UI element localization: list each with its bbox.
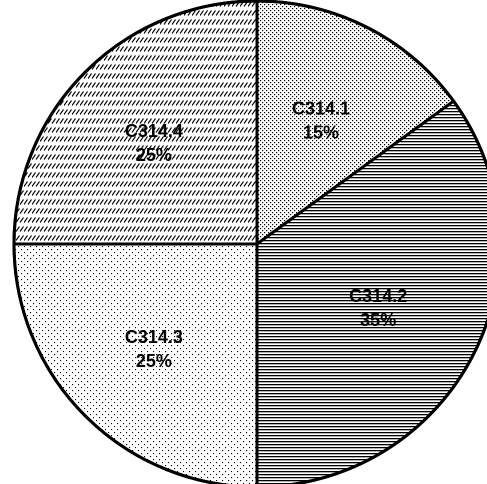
slice-value-label: 25% <box>136 145 172 165</box>
slice-value-label: 25% <box>136 351 172 371</box>
slice-category-label: C314.1 <box>292 98 350 118</box>
pie-outline <box>12 0 487 484</box>
slice-category-label: C314.2 <box>349 286 407 306</box>
slice-value-label: 15% <box>303 122 339 142</box>
slice-value-label: 35% <box>360 310 396 330</box>
slice-category-label: C314.3 <box>125 327 183 347</box>
slice-category-label: C314.4 <box>125 121 183 141</box>
